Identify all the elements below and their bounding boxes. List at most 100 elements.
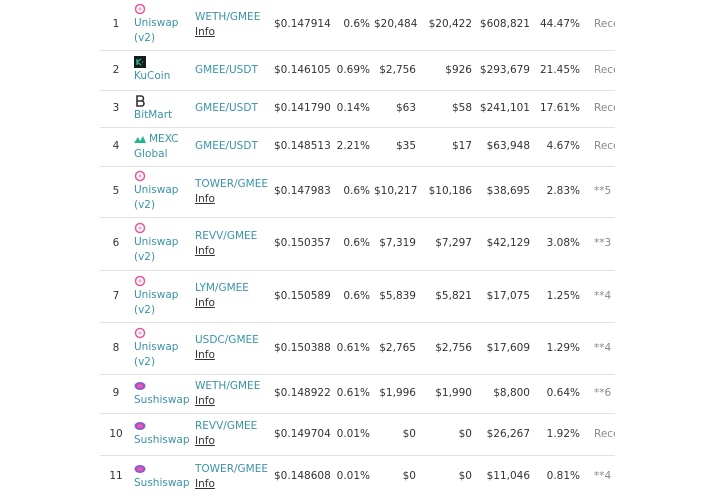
table-row: 3 BitMart GMEE/USDT $0.141790 0.14% $63 $58 $24… bbox=[100, 90, 615, 128]
pair-link[interactable]: WETH/GMEE bbox=[195, 10, 261, 23]
pair-cell: LYM/GMEE Info bbox=[193, 270, 272, 323]
price-cell: $0.150388 bbox=[272, 322, 330, 375]
volume-cell: $42,129 bbox=[474, 217, 532, 271]
info-link[interactable]: Info bbox=[195, 297, 215, 309]
table-row: 2 KuCoin GMEE/USDT $0.146105 0.69% $2,756 $926… bbox=[100, 50, 615, 91]
pair-link[interactable]: TOWER/GMEE bbox=[195, 177, 268, 190]
table-row: 5 Uniswap (v2) TOWER/GMEE Info $0.147983 0.6%… bbox=[100, 166, 615, 218]
pair-link[interactable]: REVV/GMEE bbox=[195, 229, 258, 242]
exchange-logo bbox=[134, 422, 146, 430]
info-link[interactable]: Info bbox=[195, 244, 215, 257]
exchange-name[interactable]: Sushiswap bbox=[134, 434, 190, 446]
pair-link[interactable]: GMEE/USDT bbox=[195, 63, 258, 76]
exchange-logo bbox=[134, 135, 146, 143]
depth-down-cell: $0 bbox=[418, 455, 474, 498]
pair-cell: WETH/GMEE Info bbox=[193, 0, 272, 51]
depth-up-cell: $35 bbox=[372, 127, 418, 167]
pair-link[interactable]: GMEE/USDT bbox=[195, 102, 258, 114]
exchange-logo bbox=[134, 222, 146, 234]
info-link[interactable]: Info bbox=[195, 394, 215, 407]
exchange-cell: Sushiswap bbox=[132, 374, 193, 414]
exchange-name[interactable]: KuCoin bbox=[134, 70, 171, 82]
pair-link[interactable]: WETH/GMEE bbox=[195, 379, 261, 392]
volume-pct-cell: 4.67% bbox=[532, 127, 582, 167]
depth-down-cell: $926 bbox=[418, 50, 474, 91]
rank-cell: 7 bbox=[100, 270, 132, 323]
table-row: 9 Sushiswap WETH/GMEE Info $0.148922 0.61% $1,… bbox=[100, 374, 615, 414]
pair-cell: REVV/GMEE Info bbox=[193, 217, 272, 271]
volume-pct-cell: 44.47% bbox=[532, 0, 582, 51]
markets-table: 1 Uniswap (v2) WETH/GMEE Info $0.147914 0.6% $… bbox=[100, 0, 615, 498]
exchange-name[interactable]: Uniswap (v2) bbox=[134, 340, 179, 368]
volume-cell: $38,695 bbox=[474, 166, 532, 218]
volume-pct-cell: 1.92% bbox=[532, 413, 582, 456]
depth-down-cell: $1,990 bbox=[418, 374, 474, 414]
exchange-logo bbox=[134, 56, 146, 68]
exchange-name[interactable]: Uniswap (v2) bbox=[134, 288, 179, 316]
pair-cell: GMEE/USDT bbox=[193, 127, 272, 167]
depth-up-cell: $10,217 bbox=[372, 166, 418, 218]
depth-up-cell: $0 bbox=[372, 455, 418, 498]
depth-down-cell: $58 bbox=[418, 90, 474, 128]
rank-cell: 2 bbox=[100, 50, 132, 91]
volume-pct-cell: 0.81% bbox=[532, 455, 582, 498]
exchange-name[interactable]: Uniswap (v2) bbox=[134, 184, 179, 211]
rank-cell: 11 bbox=[100, 455, 132, 498]
depth-up-cell: $7,319 bbox=[372, 217, 418, 271]
pair-link[interactable]: TOWER/GMEE bbox=[195, 462, 268, 475]
exchange-cell: Uniswap (v2) bbox=[132, 270, 193, 323]
rank-cell: 10 bbox=[100, 413, 132, 456]
pair-link[interactable]: REVV/GMEE bbox=[195, 420, 258, 432]
exchange-name[interactable]: Uniswap (v2) bbox=[134, 236, 179, 263]
pair-link[interactable]: GMEE/USDT bbox=[195, 140, 258, 152]
exchange-logo bbox=[134, 275, 146, 286]
price-cell: $0.146105 bbox=[272, 50, 330, 91]
exchange-cell: KuCoin bbox=[132, 50, 193, 91]
spread-cell: 0.6% bbox=[330, 166, 372, 218]
volume-cell: $17,609 bbox=[474, 322, 532, 375]
spread-cell: 0.61% bbox=[330, 374, 372, 414]
exchange-name[interactable]: Uniswap (v2) bbox=[134, 17, 179, 45]
rank-cell: 3 bbox=[100, 90, 132, 128]
exchange-name[interactable]: Sushiswap bbox=[134, 393, 190, 406]
info-link[interactable]: Info bbox=[195, 477, 215, 490]
spread-cell: 0.14% bbox=[330, 90, 372, 128]
price-cell: $0.150589 bbox=[272, 270, 330, 323]
table-row: 8 Uniswap (v2) USDC/GMEE Info $0.150388 0.61%… bbox=[100, 322, 615, 375]
depth-up-cell: $2,765 bbox=[372, 322, 418, 375]
volume-cell: $63,948 bbox=[474, 127, 532, 167]
price-cell: $0.147983 bbox=[272, 166, 330, 218]
info-link[interactable]: Info bbox=[195, 25, 215, 38]
spread-cell: 0.01% bbox=[330, 413, 372, 456]
volume-pct-cell: 0.64% bbox=[532, 374, 582, 414]
depth-up-cell: $63 bbox=[372, 90, 418, 128]
table-row: 4 MEXC Global GMEE/USDT $0.148513 2.21% $35 $1… bbox=[100, 127, 615, 167]
price-cell: $0.148922 bbox=[272, 374, 330, 414]
volume-cell: $11,046 bbox=[474, 455, 532, 498]
exchange-name[interactable]: MEXC Global bbox=[134, 132, 179, 160]
depth-down-cell: $2,756 bbox=[418, 322, 474, 375]
updated-cell: **5 h bbox=[582, 166, 615, 218]
updated-cell: Rece bbox=[582, 127, 615, 167]
volume-cell: $26,267 bbox=[474, 413, 532, 456]
depth-down-cell: $7,297 bbox=[418, 217, 474, 271]
exchange-name[interactable]: BitMart bbox=[134, 108, 173, 121]
spread-cell: 0.6% bbox=[330, 0, 372, 51]
updated-cell: Rece bbox=[582, 50, 615, 91]
info-link[interactable]: Info bbox=[195, 192, 215, 205]
exchange-cell: Sushiswap bbox=[132, 413, 193, 456]
info-link[interactable]: Info bbox=[195, 435, 215, 447]
price-cell: $0.148513 bbox=[272, 127, 330, 167]
volume-pct-cell: 1.29% bbox=[532, 322, 582, 375]
exchange-logo bbox=[134, 464, 146, 473]
volume-pct-cell: 17.61% bbox=[532, 90, 582, 128]
pair-link[interactable]: LYM/GMEE bbox=[195, 282, 249, 294]
pair-link[interactable]: USDC/GMEE bbox=[195, 334, 259, 346]
spread-cell: 2.21% bbox=[330, 127, 372, 167]
exchange-name[interactable]: Sushiswap bbox=[134, 476, 190, 489]
rank-cell: 6 bbox=[100, 217, 132, 271]
pair-cell: USDC/GMEE Info bbox=[193, 322, 272, 375]
spread-cell: 0.6% bbox=[330, 270, 372, 323]
depth-down-cell: $20,422 bbox=[418, 0, 474, 51]
info-link[interactable]: Info bbox=[195, 349, 215, 361]
